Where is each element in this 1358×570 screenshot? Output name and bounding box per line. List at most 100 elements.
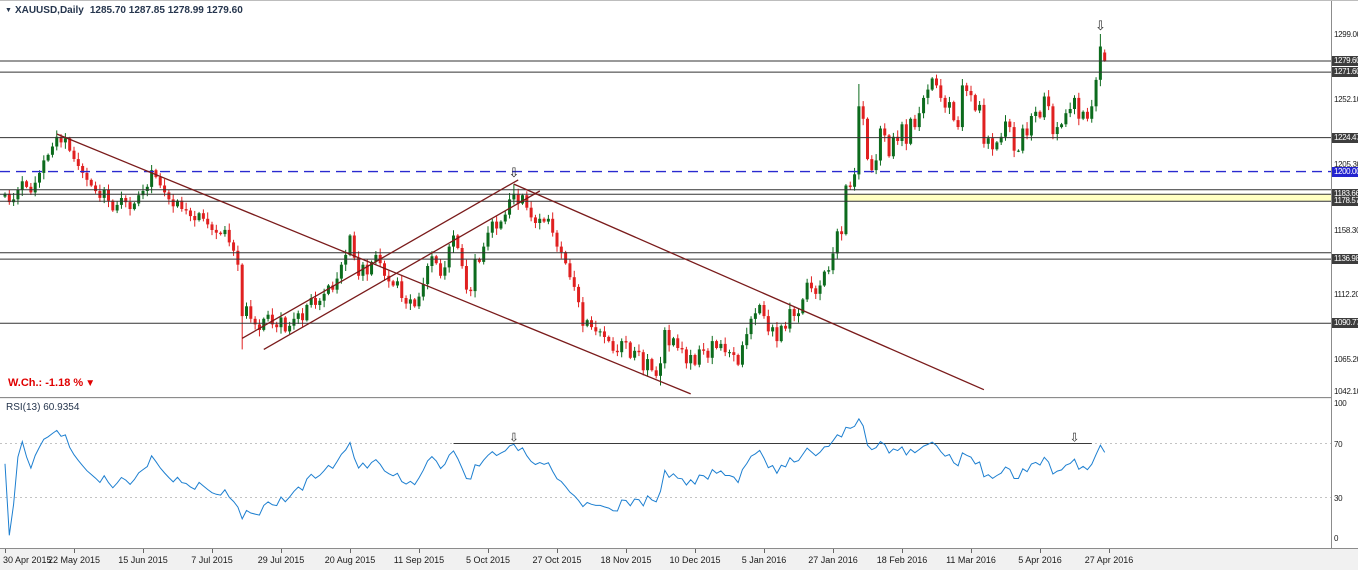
candle-up [486, 226, 490, 251]
candlestick-chart[interactable]: ⇩⇩ [0, 1, 1331, 397]
candle-up [822, 270, 826, 287]
candle-down [650, 357, 654, 372]
candle-up [150, 165, 154, 194]
candle-down [301, 308, 305, 327]
candle-down [236, 245, 240, 271]
candle-down [232, 239, 236, 256]
price-badge: 1136.98 [1332, 254, 1358, 264]
candle-down [107, 184, 110, 208]
candle-down [1051, 103, 1055, 140]
time-tick [212, 549, 213, 553]
time-tick [488, 549, 489, 553]
price-axis-label: 1042.10 [1334, 387, 1358, 396]
candle-up [740, 341, 744, 368]
candle-up [262, 317, 266, 332]
weekly-change-text: W.Ch.: -1.18 % [8, 377, 84, 389]
candle-down [314, 291, 317, 309]
candle-down [624, 335, 628, 349]
candle-down [965, 82, 969, 97]
candle-down [615, 344, 619, 357]
candle-down [128, 197, 132, 216]
rsi-arrow-down-marker[interactable]: ⇩ [509, 431, 519, 445]
candle-down [387, 270, 391, 288]
candle-up [922, 95, 926, 119]
arrow-down-marker[interactable]: ⇩ [508, 165, 519, 180]
candle-down [201, 209, 205, 222]
trendline[interactable] [513, 183, 985, 391]
date-label: 5 Jan 2016 [741, 555, 787, 565]
rsi-current-value: 60.9354 [43, 402, 80, 413]
candle-down [775, 322, 779, 348]
candle-down [814, 285, 818, 299]
symbol-timeframe-label: XAUUSD,Daily [14, 5, 84, 16]
candle-down [214, 224, 218, 240]
candle-up [426, 263, 430, 290]
trendline[interactable] [241, 179, 519, 339]
candle-down [460, 244, 464, 269]
arrow-down-marker[interactable]: ⇩ [1095, 18, 1106, 33]
ohlc-readout: 1285.70 1287.85 1278.99 1279.60 [89, 5, 243, 16]
candle-up [1016, 149, 1020, 153]
candle-up [538, 213, 542, 230]
highlight-zone [845, 194, 1331, 202]
symbol-dropdown-icon[interactable]: ▼ [5, 7, 12, 14]
panel-separator[interactable] [0, 397, 1358, 399]
time-axis[interactable]: 30 Apr 2015 22 May 2015 15 Jun 2015 7 Jul 2… [0, 548, 1358, 570]
candle-down [357, 251, 361, 280]
candle-down [76, 152, 80, 170]
candle-down [1103, 49, 1107, 62]
date-label: 11 Sep 2015 [393, 555, 445, 565]
down-triangle-icon: ▼ [85, 378, 96, 389]
candle-up [1004, 115, 1007, 141]
candle-down [206, 212, 210, 229]
candle-down [680, 341, 684, 354]
rsi-indicator-chart[interactable]: ⇩ ⇩ [0, 399, 1331, 548]
candle-up [292, 312, 296, 330]
candle-down [365, 259, 369, 281]
rsi-arrow-down-marker[interactable]: ⇩ [1069, 431, 1079, 445]
candle-down [25, 179, 29, 189]
candle-down [193, 210, 197, 227]
candle-up [771, 324, 775, 337]
candle-up [728, 349, 731, 358]
rsi-scale-label: 30 [1334, 494, 1343, 503]
price-badge: 1200.00 [1332, 167, 1358, 177]
price-badge: 1279.60 [1332, 56, 1358, 66]
date-label: 27 Apr 2016 [1084, 555, 1134, 565]
candle-down [469, 287, 473, 297]
date-label: 7 Jul 2015 [191, 555, 233, 565]
candle-up [827, 266, 831, 275]
candle-up [960, 79, 964, 131]
rsi-scale-label: 0 [1334, 534, 1339, 543]
candle-down [715, 339, 719, 350]
date-label: 27 Jan 2016 [808, 555, 858, 565]
candle-up [141, 184, 145, 200]
trendline[interactable] [263, 190, 541, 350]
candle-down [607, 335, 611, 343]
candle-down [991, 133, 995, 156]
candle-down [163, 179, 167, 197]
price-axis[interactable]: 1299.00 1252.10 1205.30 1158.30 1112.20 1065.… [1331, 1, 1358, 548]
candle-up [909, 117, 913, 146]
candle-up [844, 184, 848, 236]
candle-up [395, 277, 399, 289]
candle-up [797, 308, 800, 323]
candle-down [969, 85, 973, 102]
chart-title: ▼ XAUUSD,Daily 1285.70 1287.85 1278.99 127… [5, 5, 243, 16]
time-tick [5, 549, 6, 553]
candle-up [1090, 99, 1094, 123]
candle-up [197, 211, 201, 222]
candle-down [227, 223, 231, 247]
candle-up [361, 262, 365, 281]
price-axis-label: 1065.20 [1334, 355, 1358, 364]
candle-up [115, 201, 119, 214]
candle-up [1021, 124, 1025, 154]
date-label: 11 Mar 2016 [946, 555, 996, 565]
candle-up [857, 84, 861, 180]
candle-down [383, 260, 386, 281]
date-label: 18 Feb 2016 [876, 555, 928, 565]
candle-down [85, 167, 89, 187]
trendline[interactable] [56, 133, 691, 395]
candle-down [943, 95, 947, 113]
